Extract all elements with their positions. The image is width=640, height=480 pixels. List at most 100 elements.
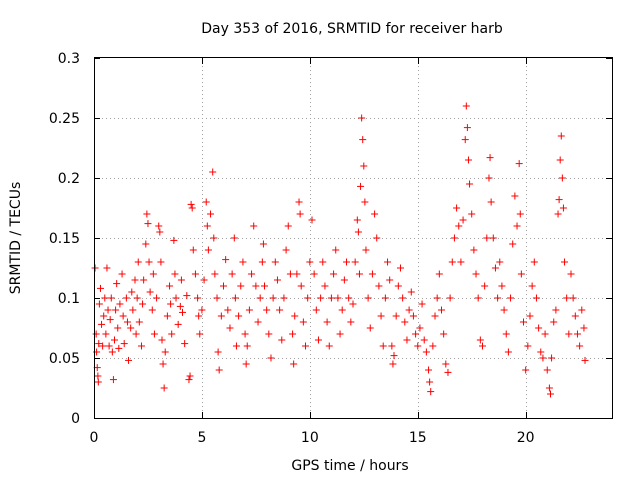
data-point (453, 204, 461, 212)
data-point (569, 294, 577, 302)
x-tick-label: 0 (90, 430, 99, 446)
data-point (191, 270, 199, 278)
data-point (92, 330, 100, 338)
data-point (222, 256, 230, 264)
data-point (202, 198, 210, 206)
data-point (291, 312, 299, 320)
data-point (317, 294, 325, 302)
data-point (297, 282, 305, 290)
data-point (440, 330, 448, 338)
data-point (100, 312, 108, 320)
data-point (99, 342, 107, 350)
data-point (545, 384, 553, 392)
data-point (200, 276, 208, 284)
data-point (546, 390, 554, 398)
data-point (134, 258, 142, 266)
data-point (286, 270, 294, 278)
data-point (207, 210, 215, 218)
data-point (459, 216, 467, 224)
data-point (185, 376, 193, 384)
data-point (401, 318, 409, 326)
data-point (435, 270, 443, 278)
data-point (479, 342, 486, 350)
data-point (122, 294, 130, 302)
data-point (211, 270, 219, 278)
data-point (116, 300, 124, 308)
data-point (114, 324, 122, 332)
data-point (187, 200, 195, 208)
x-tick-label: 20 (517, 430, 535, 446)
data-point (188, 204, 196, 212)
y-tick-label: 0.2 (58, 171, 80, 187)
data-point (108, 348, 116, 356)
data-point (149, 270, 157, 278)
data-point (321, 282, 329, 290)
data-point (578, 306, 586, 314)
data-point (462, 102, 470, 110)
data-point (515, 160, 523, 168)
data-point (293, 270, 301, 278)
data-point (476, 336, 484, 344)
data-point (230, 234, 238, 242)
data-point (171, 270, 179, 278)
data-point (468, 210, 476, 218)
data-point (276, 306, 284, 314)
data-point (106, 316, 114, 324)
data-point (379, 342, 387, 350)
data-point (425, 366, 433, 374)
data-point (474, 294, 482, 302)
data-point (243, 342, 251, 350)
data-point (498, 282, 506, 290)
data-point (125, 356, 133, 364)
data-point (96, 284, 104, 292)
data-point (103, 264, 111, 272)
data-point (135, 318, 143, 326)
data-point (520, 318, 528, 326)
data-point (416, 324, 424, 332)
data-point (239, 258, 247, 266)
data-point (263, 306, 271, 314)
data-points (91, 102, 589, 398)
data-point (155, 222, 163, 230)
data-point (186, 372, 194, 380)
data-point (336, 330, 344, 338)
data-point (95, 300, 103, 308)
data-point (392, 312, 400, 320)
data-point (250, 222, 258, 230)
data-point (278, 336, 286, 344)
data-point (502, 330, 510, 338)
data-point (464, 156, 472, 164)
data-point (571, 312, 579, 320)
y-tick-label: 0.15 (49, 231, 80, 247)
data-point (139, 300, 147, 308)
data-point (280, 294, 288, 302)
data-point (361, 198, 369, 206)
axis-ticks: 0 0.05 0.1 0.15 0.2 0.25 0.3 0 5 10 15 20 (49, 51, 612, 446)
data-point (563, 294, 571, 302)
y-tick-label: 0.25 (49, 111, 80, 127)
data-point (377, 312, 385, 320)
data-point (522, 366, 530, 374)
data-point (161, 348, 169, 356)
data-point (299, 318, 307, 326)
data-point (429, 342, 437, 350)
data-point (576, 342, 584, 350)
data-point (442, 360, 450, 368)
data-point (548, 354, 556, 362)
data-point (258, 258, 266, 266)
data-point (105, 342, 113, 350)
data-point (517, 270, 525, 278)
data-point (558, 174, 566, 182)
data-point (213, 294, 221, 302)
data-point (312, 306, 320, 314)
data-point (231, 294, 239, 302)
data-point (567, 270, 575, 278)
data-point (123, 318, 131, 326)
data-point (360, 162, 368, 170)
data-point (267, 354, 275, 362)
data-point (242, 360, 250, 368)
data-point (129, 306, 137, 314)
data-point (290, 360, 298, 368)
data-point (581, 356, 589, 364)
data-point (437, 306, 445, 314)
